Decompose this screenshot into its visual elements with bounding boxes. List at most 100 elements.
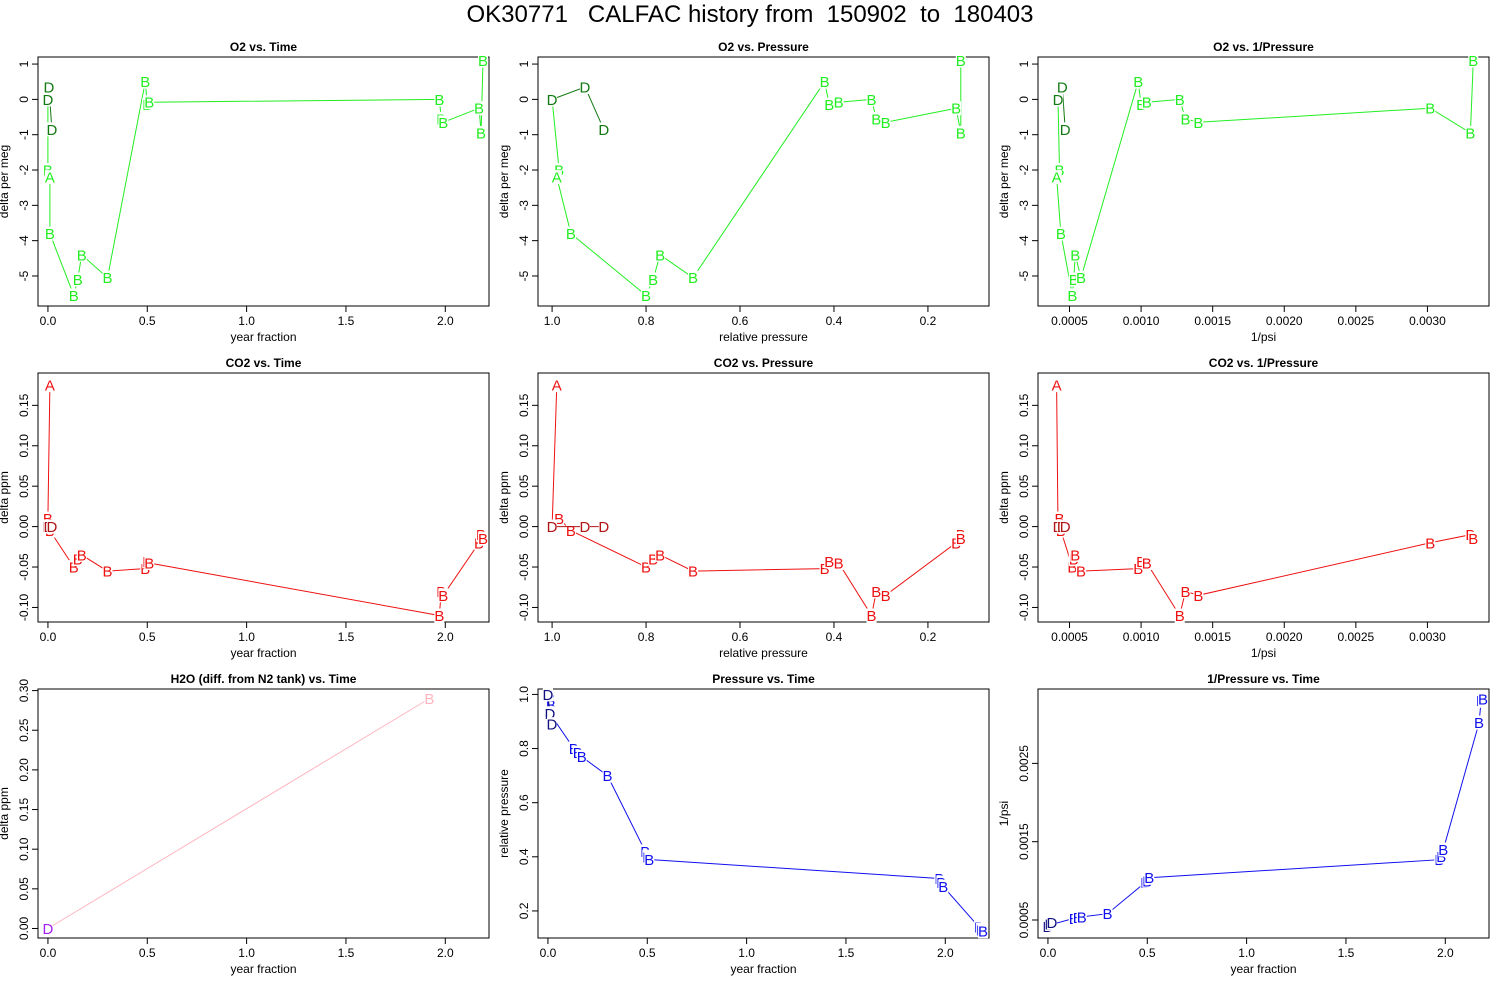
y-tick-label: -1	[17, 129, 31, 140]
data-point-B: B	[1076, 564, 1086, 581]
point-backing	[688, 564, 699, 579]
plot-frame	[37, 56, 490, 307]
point-backing	[1055, 226, 1066, 241]
y-tick-label: 0.10	[17, 837, 31, 861]
point-backing	[551, 378, 562, 393]
panel-title: H2O (diff. from N2 tank) vs. Time	[171, 672, 357, 686]
x-tick-label: 0.0005	[1051, 314, 1088, 328]
x-axis-label: relative pressure	[719, 646, 808, 660]
point-backing	[1076, 909, 1087, 924]
point-backing	[438, 115, 449, 130]
x-tick-label: 0.5	[639, 946, 656, 960]
y-tick-label: 0.05	[517, 474, 531, 498]
y-tick-label: 1	[17, 60, 31, 67]
panel-title: O2 vs. Time	[230, 40, 297, 54]
point-backing	[1046, 915, 1057, 930]
x-axis-label: year fraction	[230, 646, 296, 660]
point-backing	[1051, 170, 1062, 185]
panel-title: O2 vs. Pressure	[718, 40, 809, 54]
chart-panel-5: CO2 vs. Pressure 1.0 0.8 0.6 0.4 0.2 relative …	[497, 356, 990, 660]
y-tick-label: -5	[517, 270, 531, 281]
point-backing	[824, 97, 835, 112]
y-tick-label: -2	[17, 164, 31, 175]
x-tick-label: 0.4	[826, 630, 843, 644]
data-point-B: B	[438, 588, 448, 605]
y-tick-label: 0	[517, 96, 531, 103]
point-backing	[42, 921, 53, 936]
point-backing	[951, 101, 962, 116]
point-backing	[1425, 101, 1436, 116]
point-backing	[140, 74, 151, 89]
data-point-B: B	[438, 115, 448, 132]
point-backing	[544, 706, 555, 721]
point-backing	[547, 92, 558, 107]
data-point-B: B	[1069, 272, 1079, 289]
x-tick-label: 0.2	[920, 314, 937, 328]
point-backing	[688, 270, 699, 285]
data-point-B: B	[648, 272, 658, 289]
x-tick-label: 1.0	[738, 946, 755, 960]
point-backing	[76, 547, 87, 562]
y-tick-label: 0.15	[17, 393, 31, 417]
data-point-B: B	[881, 115, 891, 132]
data-point-D: D	[1057, 80, 1068, 97]
y-tick-label: 0.20	[17, 758, 31, 782]
data-point-B: B	[644, 852, 654, 869]
data-point-B: B	[1103, 906, 1113, 923]
point-backing	[554, 511, 565, 526]
data-point-B: B	[1077, 909, 1087, 926]
panel-title: O2 vs. 1/Pressure	[1213, 40, 1314, 54]
data-point-B: B	[476, 125, 486, 142]
data-point-D: D	[580, 80, 591, 97]
y-axis-label: delta ppm	[997, 471, 1011, 524]
point-backing	[871, 584, 882, 599]
x-tick-label: 0.0025	[1337, 630, 1374, 644]
point-backing	[565, 226, 576, 241]
point-backing	[42, 163, 53, 178]
data-point-B: B	[1133, 561, 1143, 578]
x-tick-label: 0.0020	[1266, 314, 1303, 328]
y-tick-label: 0.8	[517, 740, 531, 757]
point-backing	[955, 53, 966, 68]
point-backing	[102, 564, 113, 579]
data-point-B: B	[1070, 247, 1080, 264]
data-point-B: B	[1070, 547, 1080, 564]
y-axis-label: 1/psi	[997, 801, 1011, 826]
data-point-D: D	[1053, 92, 1064, 109]
data-point-B: B	[938, 879, 948, 896]
data-point-B: B	[1425, 101, 1435, 118]
y-axis-label: relative pressure	[497, 769, 511, 858]
data-point-B: B	[956, 125, 966, 142]
x-tick-label: 1.5	[338, 314, 355, 328]
point-backing	[554, 163, 565, 178]
data-point-B: B	[73, 272, 83, 289]
point-backing	[1075, 270, 1086, 285]
data-point-B: B	[1478, 692, 1488, 709]
data-point-D: D	[46, 519, 57, 536]
data-point-B: B	[1468, 53, 1478, 70]
plot-frame	[537, 56, 990, 307]
chart-panel-2: O2 vs. Pressure 1.0 0.8 0.6 0.4 0.2 relative p…	[497, 40, 990, 344]
data-point-A: A	[552, 170, 562, 187]
y-tick-label: -0.10	[17, 593, 31, 621]
data-point-B: B	[424, 691, 434, 708]
y-axis-label: delta ppm	[0, 471, 11, 524]
data-point-B: B	[820, 561, 830, 578]
point-backing	[1468, 531, 1479, 546]
chart-panel-8: Pressure vs. Time 0.0 0.5 1.0 1.5 2.0 year fra…	[497, 672, 990, 976]
x-tick-label: 0.0	[40, 314, 57, 328]
point-backing	[1436, 849, 1447, 864]
plot-frame	[537, 688, 990, 939]
y-tick-label: -0.05	[517, 553, 531, 581]
data-point-B: B	[1193, 588, 1203, 605]
y-tick-label: 0.05	[1017, 474, 1031, 498]
y-tick-label: -2	[1017, 164, 1031, 175]
point-backing	[602, 768, 613, 783]
point-backing	[551, 170, 562, 185]
point-backing	[955, 531, 966, 546]
data-point-B: B	[1425, 535, 1435, 552]
data-point-B: B	[603, 768, 613, 785]
x-tick-label: 0.0	[40, 946, 57, 960]
data-point-B: B	[655, 547, 665, 564]
x-axis-label: year fraction	[1230, 962, 1296, 976]
